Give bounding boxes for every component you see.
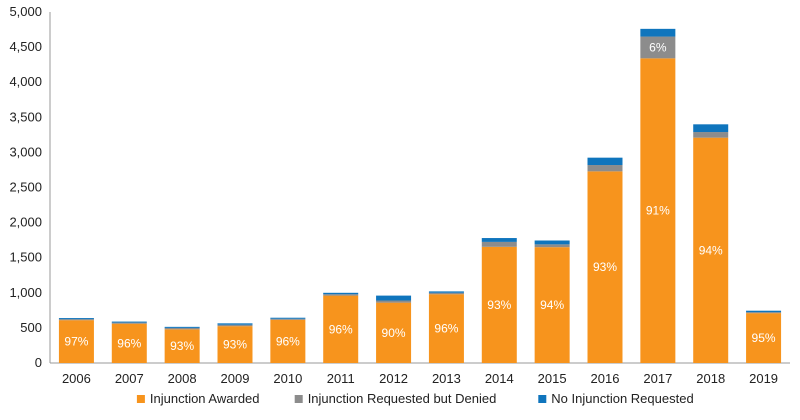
bar-segment	[270, 318, 306, 320]
bar-percent-label: 93%	[223, 338, 247, 352]
bar-percent-label: 93%	[593, 260, 617, 274]
y-tick-label: 1,000	[9, 285, 42, 300]
x-tick-label: 2009	[221, 371, 250, 386]
x-tick-label: 2013	[432, 371, 461, 386]
bar-segment	[481, 241, 517, 247]
bar-percent-label: 90%	[382, 326, 406, 340]
y-tick-label: 500	[20, 320, 42, 335]
bar-segment	[640, 28, 676, 37]
bar-segment	[164, 327, 200, 330]
bars	[58, 28, 782, 363]
bar-segment	[693, 137, 729, 363]
bar-segment	[746, 310, 782, 313]
x-tick-label: 2014	[485, 371, 514, 386]
bar-segment	[534, 240, 570, 245]
bar-segment	[270, 317, 306, 319]
bar-segment	[58, 320, 94, 363]
bar-segment	[217, 326, 253, 363]
bar-percent-label: 93%	[170, 339, 194, 353]
bar-segment	[217, 323, 253, 325]
bar-percent-label: 96%	[434, 322, 458, 336]
bar-segment	[376, 302, 412, 363]
bar-segment	[481, 238, 517, 242]
bar-segment	[164, 326, 200, 328]
bar-labels: 97% 96% 93% 93% 96% 96% 90% 96% 93% 94% 93% 91% 6% 94…	[64, 40, 775, 353]
bar-segment	[323, 292, 359, 295]
x-tick-label: 2006	[62, 371, 91, 386]
y-tick-label: 4,000	[9, 74, 42, 89]
bar-segment	[376, 300, 412, 303]
bar-segment	[217, 324, 253, 327]
legend-swatch	[538, 395, 547, 403]
bar-segment	[376, 295, 412, 301]
x-tick-label: 2019	[749, 371, 778, 386]
bar-percent-label: 93%	[487, 298, 511, 312]
bar-segment	[746, 313, 782, 363]
bar-percent-label: 94%	[540, 298, 564, 312]
bar-segment	[693, 124, 729, 133]
bar-segment	[746, 312, 782, 314]
bar-segment	[111, 321, 147, 323]
bar-percent-label: 96%	[329, 322, 353, 336]
bar-segment	[164, 329, 200, 363]
y-tick-label: 2,000	[9, 215, 42, 230]
bar-segment	[428, 291, 464, 293]
bar-segment	[534, 244, 570, 248]
y-tick-label: 0	[35, 355, 42, 370]
x-tick-label: 2016	[591, 371, 620, 386]
bar-segment	[323, 294, 359, 296]
bar-segment	[270, 319, 306, 363]
legend-label: Injunction Requested but Denied	[308, 391, 497, 406]
y-tick-label: 1,500	[9, 250, 42, 265]
bar-segment	[111, 323, 147, 363]
bar-segment	[640, 58, 676, 363]
legend-swatch	[294, 395, 303, 403]
bar-segment	[428, 294, 464, 363]
y-tick-label: 3,000	[9, 144, 42, 159]
bar-segment	[587, 171, 623, 363]
bar-segment	[587, 165, 623, 172]
x-tick-label: 2017	[643, 371, 672, 386]
bar-segment	[111, 322, 147, 324]
x-tick-label: 2008	[168, 371, 197, 386]
y-tick-label: 5,000	[9, 4, 42, 19]
bar-segment	[58, 319, 94, 321]
bar-segment	[587, 157, 623, 166]
legend-swatch	[136, 395, 145, 403]
bar-segment	[323, 295, 359, 363]
bar-segment	[481, 246, 517, 363]
x-tick-label: 2015	[538, 371, 567, 386]
bar-percent-label: 95%	[752, 331, 776, 345]
y-tick-label: 2,500	[9, 180, 42, 195]
legend-label: Injunction Awarded	[150, 391, 260, 406]
x-tick-label: 2011	[327, 371, 355, 386]
bar-percent-label: 91%	[646, 204, 670, 218]
axes: 0 500 1,000 1,500 2,000 2,500 3,000 3,500 4,000 4…	[9, 4, 790, 386]
bar-percent-label: 96%	[117, 336, 141, 350]
y-tick-label: 4,500	[9, 39, 42, 54]
bar-segment	[428, 292, 464, 295]
y-tick-label: 3,500	[9, 109, 42, 124]
bar-percent-label: 94%	[699, 243, 723, 257]
legend: Injunction Awarded Injunction Requested b…	[136, 391, 694, 406]
bar-percent-label: 96%	[276, 334, 300, 348]
x-tick-label: 2018	[696, 371, 725, 386]
bar-extra-label: 6%	[649, 40, 667, 54]
bar-segment	[534, 247, 570, 363]
bar-percent-label: 97%	[64, 335, 88, 349]
legend-label: No Injunction Requested	[551, 391, 693, 406]
x-tick-label: 2012	[379, 371, 408, 386]
bar-segment	[640, 36, 676, 59]
bar-segment	[58, 318, 94, 320]
bar-segment	[693, 132, 729, 138]
x-tick-label: 2010	[273, 371, 302, 386]
x-tick-label: 2007	[115, 371, 144, 386]
